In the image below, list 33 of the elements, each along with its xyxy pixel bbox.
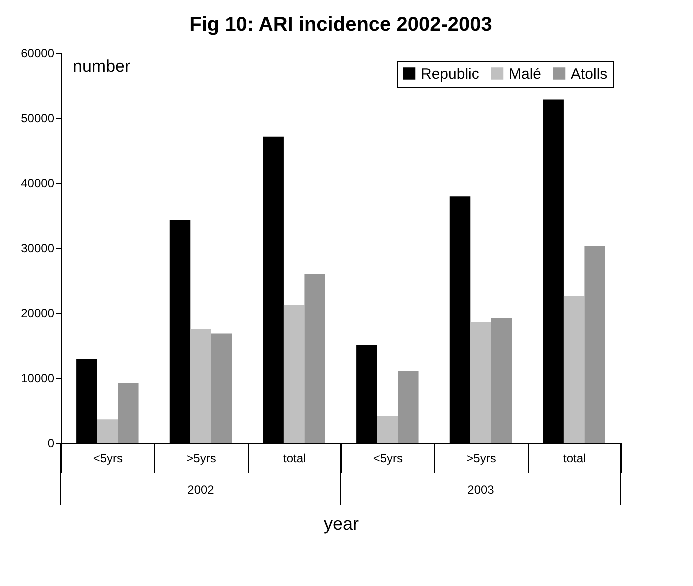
y-tick-label: 60000	[21, 46, 55, 60]
x-tick-label: total	[563, 452, 586, 466]
bar	[190, 329, 212, 443]
y-tick-label: 30000	[21, 242, 55, 256]
x-tick-label: <5yrs	[93, 452, 124, 466]
bar	[211, 334, 232, 443]
chart-title: Fig 10: ARI incidence 2002-2003	[190, 14, 492, 36]
x-tick-label: <5yrs	[373, 452, 404, 466]
bar	[564, 296, 585, 443]
bar	[584, 246, 606, 443]
x-tick-label: >5yrs	[466, 452, 496, 466]
bar	[491, 318, 512, 443]
x-tick-label: total	[283, 452, 306, 466]
y-tick-label: 10000	[21, 372, 55, 386]
bar	[470, 322, 492, 443]
bar	[97, 420, 118, 443]
bar	[284, 305, 305, 443]
legend-label: Atolls	[571, 66, 608, 83]
y-tick-label: 40000	[21, 176, 55, 190]
x-axis-title: year	[324, 514, 360, 534]
text: 2003	[468, 483, 495, 497]
legend-label: Malé	[509, 66, 542, 83]
bar	[304, 274, 326, 443]
y-axis-title: number	[73, 57, 131, 76]
y-tick-label: 0	[48, 436, 55, 450]
text: 2002	[188, 483, 215, 497]
y-tick-label: 20000	[21, 306, 55, 320]
x-tick-label: >5yrs	[186, 452, 216, 466]
y-tick-label: 50000	[21, 112, 55, 126]
bar	[398, 372, 419, 443]
legend-label: Republic	[421, 66, 480, 83]
bar	[377, 416, 398, 443]
bar	[118, 383, 139, 443]
